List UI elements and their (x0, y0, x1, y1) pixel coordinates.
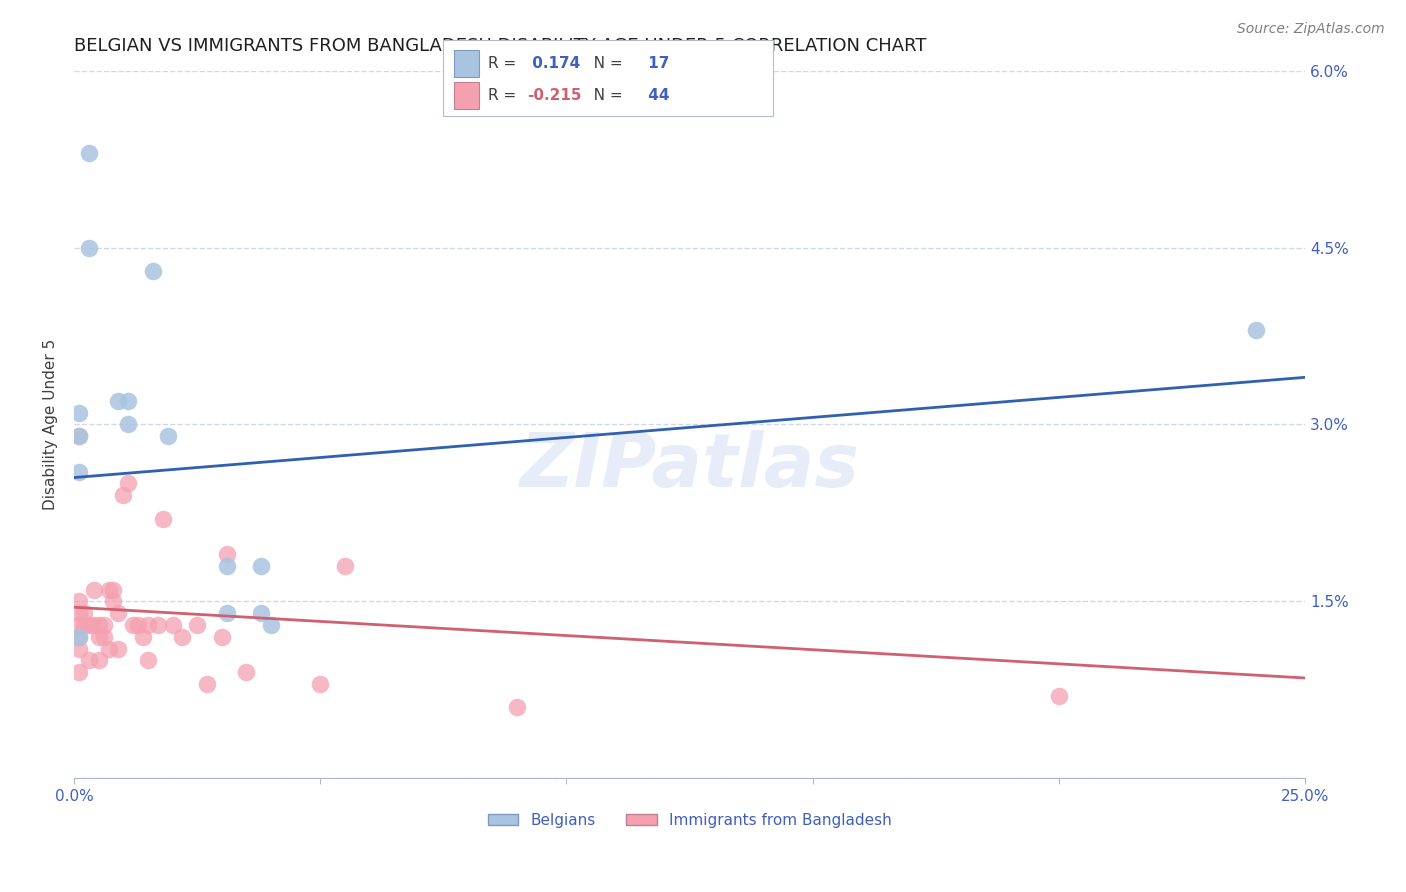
Point (162, 618, 184, 632)
Point (142, 264, 165, 278)
Point (235, 665, 257, 679)
Text: 0.174: 0.174 (527, 56, 581, 70)
Point (250, 606, 273, 620)
Point (215, 606, 238, 620)
Point (1244, 323, 1267, 337)
Point (73, 618, 96, 632)
Point (506, 700, 529, 714)
Point (67, 465, 90, 479)
Point (156, 429, 179, 443)
Point (83, 618, 105, 632)
Point (333, 559, 356, 574)
Point (97, 641, 120, 656)
Point (67, 429, 90, 443)
Point (107, 606, 129, 620)
Text: ZIPatlas: ZIPatlas (520, 431, 859, 503)
Point (117, 476, 139, 491)
Point (136, 653, 159, 667)
Point (67, 665, 90, 679)
Text: 17: 17 (643, 56, 669, 70)
Point (67, 618, 90, 632)
Point (107, 641, 129, 656)
Point (122, 618, 145, 632)
Point (87, 630, 110, 644)
Point (77, 146, 100, 161)
Point (77, 241, 100, 255)
Point (77, 653, 100, 667)
Y-axis label: Disability Age Under 5: Disability Age Under 5 (44, 339, 58, 510)
Point (260, 618, 283, 632)
Point (215, 559, 238, 574)
Point (103, 582, 125, 597)
Point (103, 594, 125, 608)
Point (73, 606, 96, 620)
Point (83, 582, 105, 597)
Point (211, 630, 233, 644)
Text: N =: N = (579, 88, 627, 103)
Point (67, 606, 90, 620)
Point (250, 559, 273, 574)
Point (215, 547, 238, 561)
Legend: Belgians, Immigrants from Bangladesh: Belgians, Immigrants from Bangladesh (481, 807, 898, 834)
Point (127, 618, 149, 632)
Point (77, 618, 100, 632)
Point (67, 406, 90, 420)
Point (112, 488, 135, 502)
Text: 44: 44 (643, 88, 669, 103)
Point (132, 630, 155, 644)
Point (93, 630, 115, 644)
Point (97, 582, 120, 597)
Point (67, 594, 90, 608)
Point (67, 429, 90, 443)
Point (93, 618, 115, 632)
Point (146, 618, 169, 632)
Point (117, 393, 139, 408)
Point (87, 653, 110, 667)
Point (1047, 689, 1070, 703)
Text: R =: R = (488, 56, 522, 70)
Point (67, 641, 90, 656)
Text: -0.215: -0.215 (527, 88, 582, 103)
Point (67, 630, 90, 644)
Point (107, 393, 129, 408)
Text: N =: N = (579, 56, 627, 70)
Point (136, 618, 159, 632)
Point (87, 618, 110, 632)
Point (172, 630, 194, 644)
Point (195, 677, 218, 691)
Point (67, 630, 90, 644)
Point (186, 618, 208, 632)
Point (152, 512, 174, 526)
Point (309, 677, 332, 691)
Text: Source: ZipAtlas.com: Source: ZipAtlas.com (1237, 22, 1385, 37)
Text: R =: R = (488, 88, 522, 103)
Point (117, 417, 139, 432)
Text: BELGIAN VS IMMIGRANTS FROM BANGLADESH DISABILITY AGE UNDER 5 CORRELATION CHART: BELGIAN VS IMMIGRANTS FROM BANGLADESH DI… (75, 37, 927, 55)
